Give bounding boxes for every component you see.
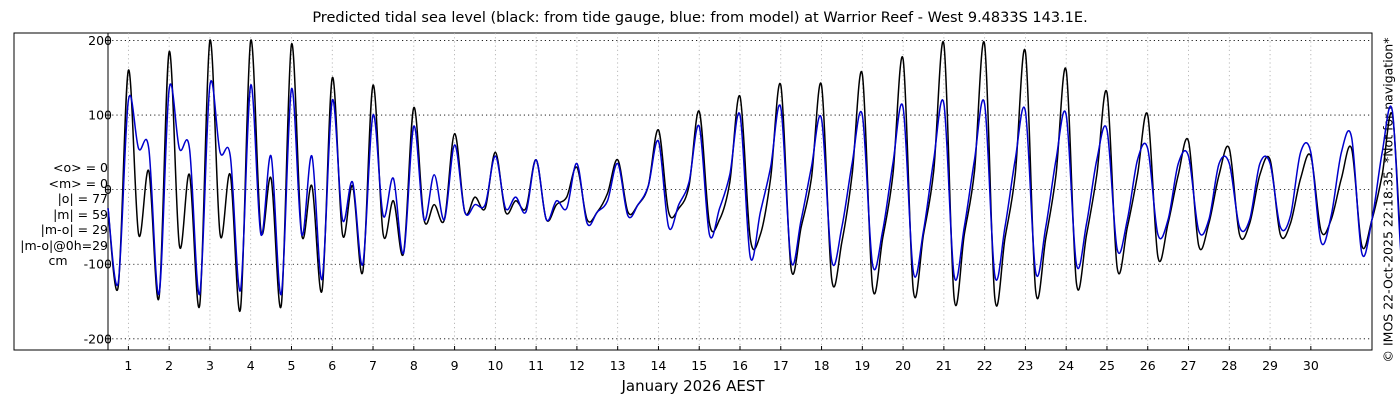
stats-panel: <o> = 0 <m> = 0 |o| = 77 |m| = 59 |m-o| … (8, 160, 108, 269)
x-tick-label: 12 (569, 358, 585, 373)
x-tick-label: 1 (124, 358, 132, 373)
series-line-model (107, 80, 1400, 295)
x-tick-label: 13 (610, 358, 626, 373)
x-tick-label: 9 (451, 358, 459, 373)
x-tick-label: 20 (895, 358, 911, 373)
x-tick-label: 30 (1303, 358, 1319, 373)
x-tick-label: 24 (1058, 358, 1074, 373)
x-tick-label: 7 (369, 358, 377, 373)
x-tick-label: 10 (487, 358, 503, 373)
x-tick-label: 18 (814, 358, 830, 373)
x-tick-label: 2 (165, 358, 173, 373)
y-tick-label: -100 (84, 257, 112, 272)
x-tick-label: 8 (410, 358, 418, 373)
x-tick-label: 19 (854, 358, 870, 373)
stat-abs-observed: |o| = 77 (57, 191, 108, 206)
x-tick-label: 23 (1017, 358, 1033, 373)
x-tick-label: 14 (650, 358, 666, 373)
x-tick-label: 22 (977, 358, 993, 373)
chart-title: Predicted tidal sea level (black: from t… (312, 10, 1088, 26)
x-tick-label: 21 (936, 358, 952, 373)
stat-abs-model: |m| = 59 (53, 206, 108, 222)
grid-lines (108, 33, 1372, 350)
x-tick-label: 17 (773, 358, 789, 373)
y-tick-label: 200 (88, 33, 112, 48)
stat-mean-model: <m> = 0 (48, 175, 109, 191)
x-tick-label: 29 (1262, 358, 1278, 373)
x-tick-label: 25 (1099, 358, 1115, 373)
x-tick-label: 16 (732, 358, 748, 373)
stat-mean-observed: <o> = 0 (53, 160, 108, 175)
x-tick-label: 4 (247, 358, 255, 373)
x-tick-label: 26 (1140, 358, 1156, 373)
series-line-tide-gauge (107, 39, 1400, 313)
x-tick-label: 15 (691, 358, 707, 373)
stat-abs-diff-0h: |m-o|@0h=29 (20, 237, 108, 253)
series-lines (107, 39, 1400, 313)
x-axis-label: January 2026 AEST (621, 377, 766, 395)
y-tick-label: -200 (84, 331, 112, 346)
stat-abs-diff: |m-o| = 29 (40, 222, 108, 237)
x-tick-label: 3 (206, 358, 214, 373)
y-tick-label: 0 (104, 182, 112, 197)
x-tick-label: 11 (528, 358, 544, 373)
x-tick-label: 6 (328, 358, 336, 373)
y-axis: 200 100 0 -100 -200 (84, 33, 112, 350)
x-tick-label: 27 (1181, 358, 1197, 373)
x-tick-label: 5 (288, 358, 296, 373)
x-axis: 1 2 3 4 5 6 7 8 9 10 11 12 13 14 15 16 17 18 19 20 21 22 23 24 2… (124, 346, 1319, 373)
stat-unit: cm (48, 253, 68, 268)
y-tick-label: 100 (88, 108, 112, 123)
x-tick-label: 28 (1221, 358, 1237, 373)
plot-frame (13, 32, 1373, 351)
